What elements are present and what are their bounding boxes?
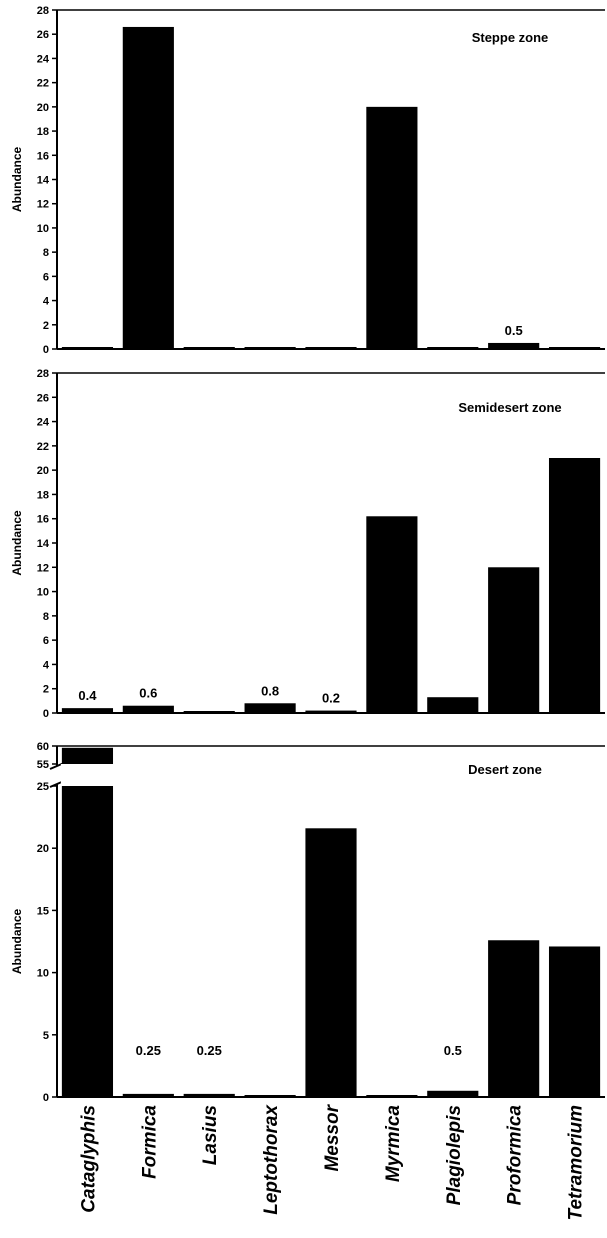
semidesert-bar-messor (305, 710, 357, 713)
category-label-tetramorium: Tetramorium (566, 1105, 587, 1221)
panel-steppe: Steppe zoneAbundance02468101214161820222… (10, 5, 605, 356)
steppe-bar-formica (122, 26, 174, 349)
steppe-ytick-label: 28 (37, 5, 49, 17)
semidesert-bar-tetramorium (548, 458, 601, 713)
desert-title: Desert zone (468, 762, 542, 777)
semidesert-data-label: 0.8 (261, 683, 279, 698)
x-category-labels: Cataglyphis Formica Lasius Leptothorax Messo… (78, 1103, 586, 1220)
desert-bar-myrmica (366, 1095, 418, 1097)
semidesert-ytick-label: 28 (37, 368, 49, 380)
category-label-myrmica: Myrmica (383, 1105, 404, 1183)
semidesert-bar-cataglyphis (61, 708, 114, 713)
semidesert-ytick-label: 10 (37, 587, 49, 599)
semidesert-ytick-label: 4 (43, 659, 50, 671)
desert-ytick-label: 10 (37, 968, 49, 980)
semidesert-ytick-label: 24 (37, 417, 50, 429)
semidesert-ytick-label: 0 (43, 708, 49, 720)
semidesert-ytick-label: 18 (37, 489, 49, 501)
desert-bar-messor (305, 828, 357, 1097)
category-label-proformica: Proformica (505, 1105, 526, 1206)
desert-ytick-label: 60 (37, 741, 49, 753)
semidesert-bar-proformica (488, 567, 540, 713)
desert-ytick-label: 20 (37, 843, 49, 855)
semidesert-bar-lasius (183, 711, 235, 713)
panel-semidesert: Semidesert zoneAbundance0246810121416182… (10, 368, 605, 720)
category-label-cataglyphis: Cataglyphis (78, 1105, 99, 1213)
desert-bar-gap (60, 764, 115, 786)
category-label-formica: Formica (139, 1105, 160, 1179)
desert-bar-cataglyphis (61, 747, 114, 1097)
desert-data-label: 0.5 (444, 1043, 462, 1058)
category-label-plagiolepis: Plagiolepis (444, 1105, 465, 1205)
semidesert-ytick-label: 8 (43, 611, 49, 623)
desert-bar-leptothorax (244, 1095, 296, 1097)
desert-ytick-label: 15 (37, 905, 49, 917)
desert-ylabel: Abundance (10, 909, 24, 975)
semidesert-ytick-label: 12 (37, 562, 49, 574)
steppe-ytick-label: 24 (37, 53, 50, 65)
semidesert-ylabel: Abundance (10, 510, 24, 576)
steppe-bar-plagiolepis (427, 347, 479, 349)
steppe-ytick-label: 22 (37, 78, 49, 90)
semidesert-ytick-label: 14 (37, 538, 50, 550)
category-label-lasius: Lasius (200, 1105, 221, 1165)
semidesert-data-label: 0.6 (139, 686, 157, 701)
steppe-ytick-label: 20 (37, 102, 49, 114)
steppe-ytick-label: 26 (37, 29, 49, 41)
desert-bar-formica (122, 1093, 174, 1097)
steppe-ytick-label: 2 (43, 320, 49, 332)
steppe-bar-myrmica (366, 106, 418, 349)
semidesert-ytick-label: 16 (37, 514, 49, 526)
semidesert-bar-plagiolepis (427, 697, 479, 713)
steppe-ylabel: Abundance (10, 147, 24, 213)
steppe-ytick-label: 12 (37, 199, 49, 211)
steppe-ytick-label: 14 (37, 175, 50, 187)
steppe-bar-leptothorax (244, 347, 296, 349)
semidesert-ytick-label: 2 (43, 684, 49, 696)
steppe-bar-tetramorium (548, 347, 601, 349)
steppe-bar-lasius (183, 347, 235, 349)
desert-ytick-label: 5 (43, 1030, 49, 1042)
desert-bar-plagiolepis (427, 1090, 479, 1097)
steppe-ytick-label: 4 (43, 296, 50, 308)
semidesert-title: Semidesert zone (458, 400, 561, 415)
steppe-ytick-label: 0 (43, 344, 49, 356)
steppe-ytick-label: 10 (37, 223, 49, 235)
semidesert-ytick-label: 6 (43, 635, 49, 647)
steppe-bar-cataglyphis (61, 347, 114, 349)
desert-bar-proformica (488, 940, 540, 1097)
steppe-ytick-label: 8 (43, 247, 49, 259)
category-label-messor: Messor (322, 1103, 343, 1171)
steppe-bar-proformica (488, 342, 540, 349)
desert-bar-tetramorium (548, 946, 601, 1097)
semidesert-bar-myrmica (366, 516, 418, 713)
desert-ytick-label: 55 (37, 759, 49, 771)
semidesert-ytick-label: 20 (37, 465, 49, 477)
steppe-title: Steppe zone (472, 30, 549, 45)
desert-data-label: 0.25 (136, 1043, 161, 1058)
semidesert-bar-formica (122, 705, 174, 713)
semidesert-bar-leptothorax (244, 703, 296, 713)
desert-ytick-label: 0 (43, 1092, 49, 1104)
steppe-ytick-label: 16 (37, 150, 49, 162)
desert-ytick-label: 25 (37, 781, 49, 793)
steppe-ytick-label: 18 (37, 126, 49, 138)
steppe-ytick-label: 6 (43, 271, 49, 283)
steppe-data-label: 0.5 (505, 323, 523, 338)
semidesert-ytick-label: 22 (37, 441, 49, 453)
steppe-bar-messor (305, 347, 357, 349)
semidesert-ytick-label: 26 (37, 392, 49, 404)
desert-bar-lasius (183, 1093, 235, 1097)
semidesert-data-label: 0.4 (78, 688, 97, 703)
desert-data-label: 0.25 (197, 1043, 222, 1058)
panel-desert: Desert zone Abundance 0 5 10 15 20 25 55 60 0.25 0.… (10, 741, 605, 1104)
category-label-leptothorax: Leptothorax (261, 1104, 282, 1215)
semidesert-data-label: 0.2 (322, 691, 340, 706)
